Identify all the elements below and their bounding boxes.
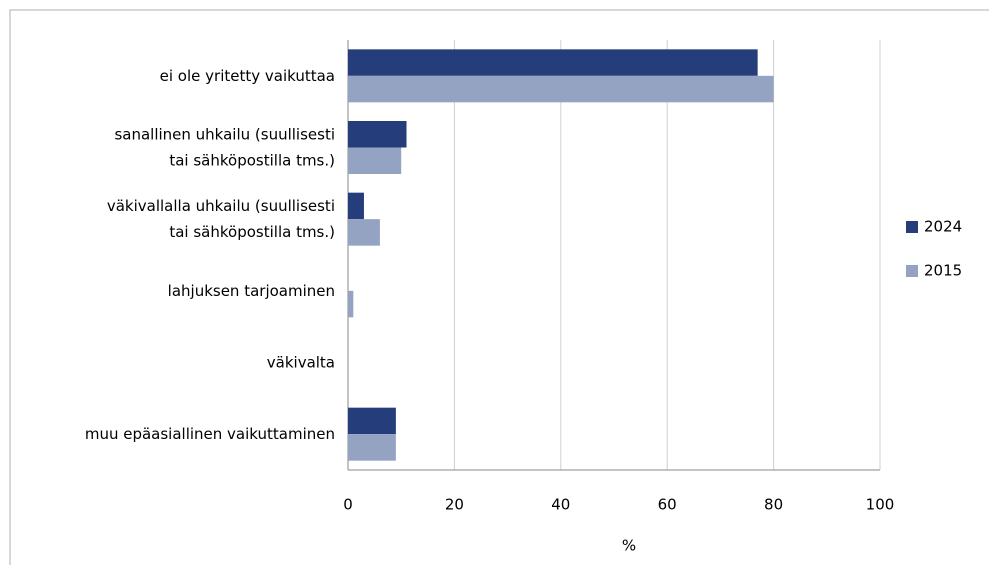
y-tick-label: sanallinen uhkailu (suullisesti tai sähkö…	[114, 125, 335, 169]
bar	[348, 407, 396, 435]
legend-label: 2024	[924, 218, 962, 236]
x-tick-label: 40	[551, 496, 570, 514]
legend-swatch	[906, 221, 918, 233]
bar	[348, 75, 774, 103]
legend-swatch	[906, 265, 918, 277]
y-tick-label: lahjuksen tarjoaminen	[168, 281, 335, 299]
bar	[348, 121, 407, 148]
bar	[348, 434, 396, 461]
y-tick-label: muu epäasiallinen vaikuttaminen	[85, 425, 335, 443]
x-tick-label: 20	[445, 496, 464, 514]
bar	[348, 49, 758, 76]
y-tick-label: väkivallalla uhkailu (suullisesti tai säh…	[107, 197, 335, 241]
y-tick-label: väkivalta	[267, 353, 335, 371]
bar	[348, 219, 380, 246]
bar	[348, 192, 364, 220]
x-tick-label: 0	[343, 496, 353, 514]
x-axis-label: %	[622, 537, 636, 555]
frame	[9, 9, 989, 565]
bar	[348, 290, 354, 318]
y-tick-label: ei ole yritetty vaikuttaa	[160, 66, 335, 84]
bar	[348, 147, 402, 174]
x-tick-label: 100	[866, 496, 895, 514]
legend-label: 2015	[924, 262, 962, 280]
x-tick-label: 60	[658, 496, 677, 514]
x-tick-label: 80	[764, 496, 783, 514]
